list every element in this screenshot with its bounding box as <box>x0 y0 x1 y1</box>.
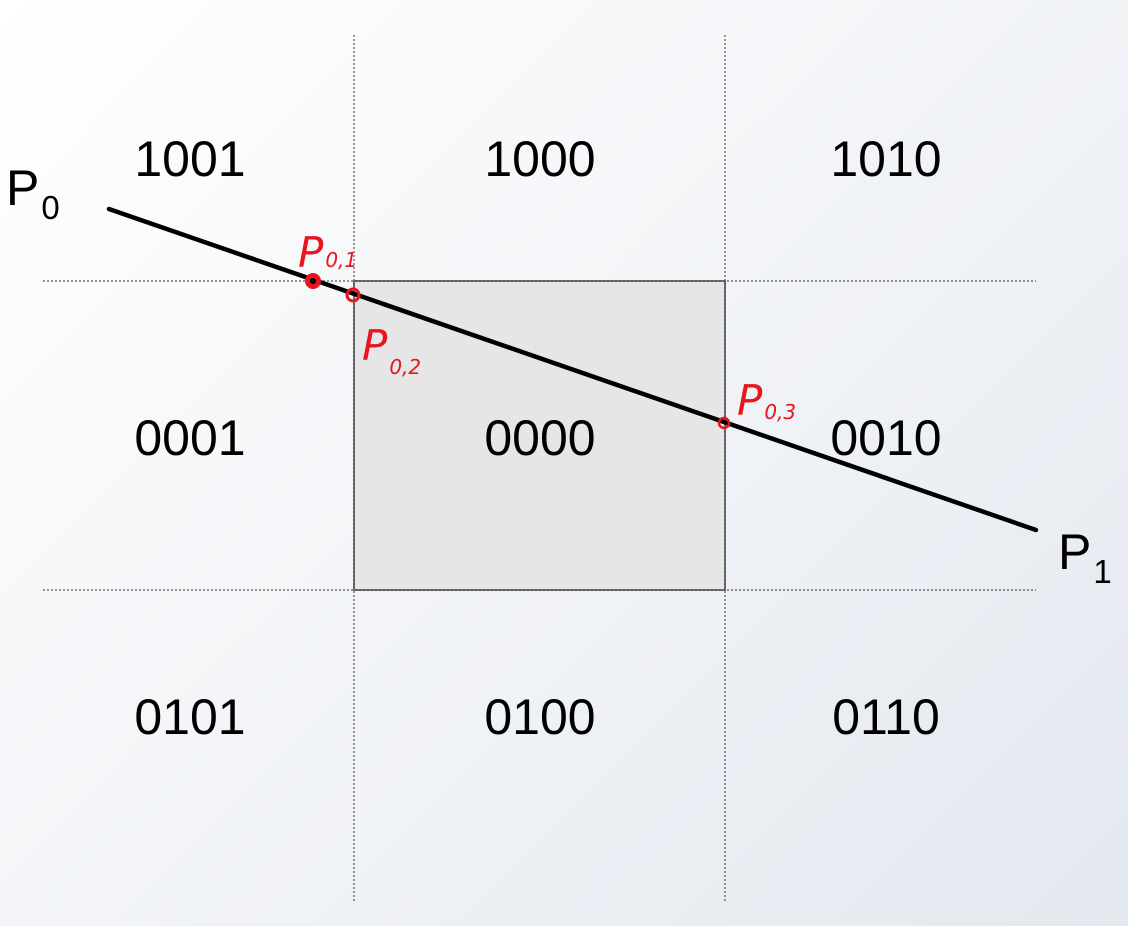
endpoint-p1-subscript: 1 <box>1093 553 1112 590</box>
clip-window <box>353 280 726 591</box>
intersection-p02-subscript: 0,2 <box>389 355 422 379</box>
endpoint-p1-letter: P <box>1058 524 1092 580</box>
region-code-bottom-left: 0101 <box>134 689 246 745</box>
endpoint-p0-letter: P <box>6 160 40 216</box>
endpoint-label-p1: P1 <box>1058 527 1112 588</box>
region-code-bottom-right: 0110 <box>832 689 940 745</box>
intersection-marker-p02 <box>345 287 361 303</box>
intersection-label-p02: P 0,2 <box>362 325 421 378</box>
endpoint-label-p0: P0 <box>6 163 60 224</box>
intersection-label-p01: P 0,1 <box>298 232 358 274</box>
intersection-p03-letter: P <box>737 376 763 425</box>
region-code-top-left: 1001 <box>134 131 246 187</box>
intersection-marker-p03 <box>717 416 731 430</box>
region-code-middle-center: 0000 <box>484 410 596 466</box>
region-code-bottom-center: 0100 <box>484 689 596 745</box>
intersection-p02-letter: P <box>362 321 388 370</box>
intersection-p03-subscript: 0,3 <box>764 400 797 424</box>
region-code-middle-right: 0010 <box>830 410 942 466</box>
region-code-top-center: 1000 <box>484 131 596 187</box>
region-code-middle-left: 0001 <box>134 410 246 466</box>
intersection-marker-p01-dot <box>310 278 316 284</box>
line-segment <box>106 206 1039 533</box>
region-code-top-right: 1010 <box>830 131 942 187</box>
intersection-label-p03: P 0,3 <box>737 380 797 424</box>
intersection-p01-subscript: 0,1 <box>325 248 358 272</box>
endpoint-p0-subscript: 0 <box>41 189 60 226</box>
intersection-p01-letter: P <box>298 228 324 277</box>
